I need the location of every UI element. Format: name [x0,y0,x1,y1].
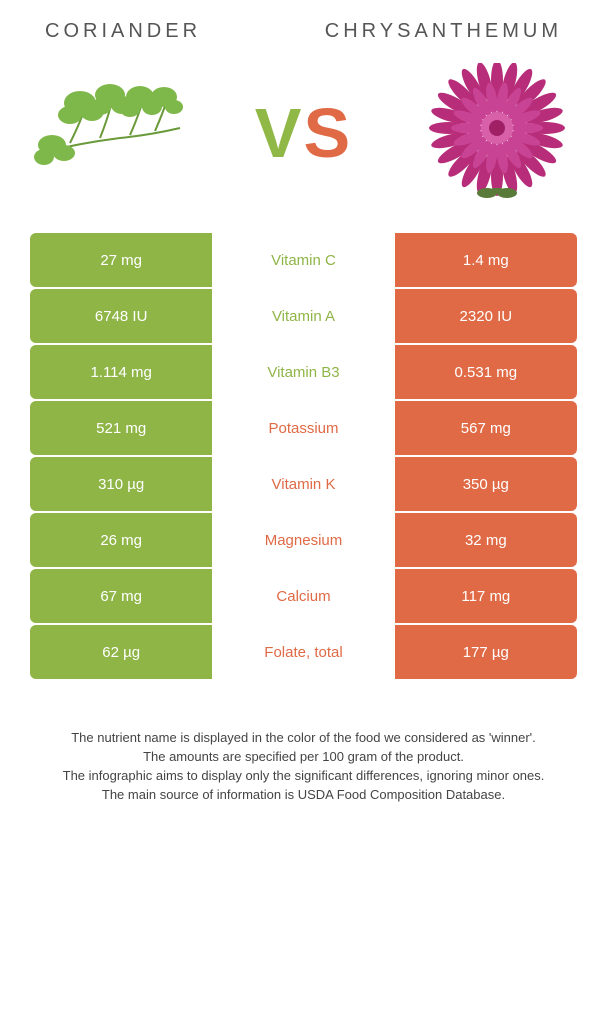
nutrient-label: Vitamin B3 [212,345,394,399]
vs-row: VS [0,43,607,233]
comparison-header: CORIANDER CHRYSANTHEMUM [0,0,607,43]
nutrient-row: 27 mgVitamin C1.4 mg [30,233,577,287]
right-value: 567 mg [395,401,577,455]
right-value: 2320 IU [395,289,577,343]
nutrient-label: Vitamin K [212,457,394,511]
left-value: 67 mg [30,569,212,623]
vs-s: S [304,94,353,172]
left-value: 310 µg [30,457,212,511]
food-right-name: CHRYSANTHEMUM [325,20,562,43]
right-value: 117 mg [395,569,577,623]
right-value: 32 mg [395,513,577,567]
footer-line: The main source of information is USDA F… [20,786,587,805]
right-value: 177 µg [395,625,577,679]
nutrient-label: Vitamin C [212,233,394,287]
nutrient-label: Folate, total [212,625,394,679]
nutrient-label: Vitamin A [212,289,394,343]
food-left-name: CORIANDER [45,20,201,43]
left-value: 26 mg [30,513,212,567]
footer-line: The nutrient name is displayed in the co… [20,729,587,748]
nutrient-label: Magnesium [212,513,394,567]
nutrient-row: 521 mgPotassium567 mg [30,401,577,455]
footer-line: The infographic aims to display only the… [20,767,587,786]
vs-label: VS [255,93,352,173]
vs-v: V [255,94,304,172]
left-value: 521 mg [30,401,212,455]
right-value: 350 µg [395,457,577,511]
nutrient-label: Potassium [212,401,394,455]
nutrient-label: Calcium [212,569,394,623]
nutrient-table: 27 mgVitamin C1.4 mg6748 IUVitamin A2320… [30,233,577,679]
chrysanthemum-image [417,63,577,203]
footer-line: The amounts are specified per 100 gram o… [20,748,587,767]
nutrient-row: 26 mgMagnesium32 mg [30,513,577,567]
left-value: 27 mg [30,233,212,287]
nutrient-row: 62 µgFolate, total177 µg [30,625,577,679]
right-value: 1.4 mg [395,233,577,287]
right-value: 0.531 mg [395,345,577,399]
left-value: 62 µg [30,625,212,679]
nutrient-row: 310 µgVitamin K350 µg [30,457,577,511]
nutrient-row: 67 mgCalcium117 mg [30,569,577,623]
footer-notes: The nutrient name is displayed in the co… [20,729,587,804]
nutrient-row: 6748 IUVitamin A2320 IU [30,289,577,343]
coriander-image [30,63,190,203]
nutrient-row: 1.114 mgVitamin B30.531 mg [30,345,577,399]
left-value: 1.114 mg [30,345,212,399]
left-value: 6748 IU [30,289,212,343]
